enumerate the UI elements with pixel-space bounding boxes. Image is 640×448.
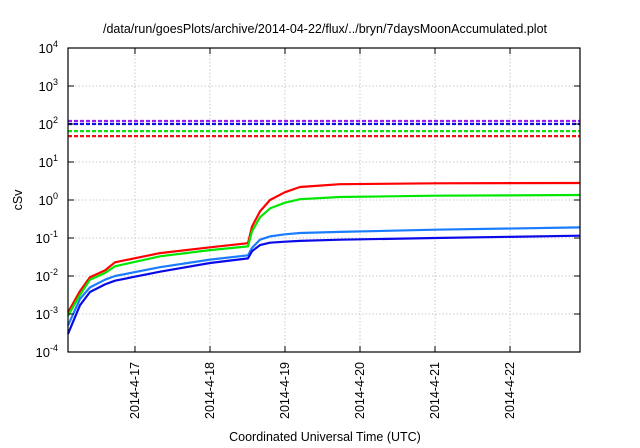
y-axis: 10-4 10-3 10-2 10-1 100 101 102 103 104: [36, 39, 580, 360]
series-line-red: [67, 181, 581, 313]
x-axis-label: Coordinated Universal Time (UTC): [229, 430, 421, 444]
y-tick-label: 104: [39, 39, 58, 56]
y-tick-label: 102: [39, 115, 58, 132]
x-tick-label: 2014-4-18: [203, 362, 217, 419]
y-tick-label: 101: [39, 153, 58, 170]
x-tick-label: 2014-4-20: [353, 362, 367, 419]
x-tick-label: 2014-4-17: [128, 362, 142, 419]
y-tick-label: 10-4: [36, 343, 58, 360]
y-tick-label: 10-1: [36, 229, 58, 246]
x-tick-label: 2014-4-19: [278, 362, 292, 419]
y-tick-label: 10-3: [36, 305, 58, 322]
chart-title: /data/run/goesPlots/archive/2014-04-22/f…: [103, 22, 548, 36]
y-tick-label: 100: [39, 191, 58, 208]
x-tick-label: 2014-4-21: [428, 362, 442, 419]
x-axis: 2014-4-17 2014-4-18 2014-4-19 2014-4-20 2014…: [128, 48, 517, 419]
y-tick-label: 10-2: [36, 267, 58, 284]
series-line-dark-blue: [66, 234, 581, 335]
x-tick-label: 2014-4-22: [503, 362, 517, 419]
series-line-light-blue: [66, 226, 581, 326]
threshold-lines: [68, 119, 580, 138]
series-lines: [66, 181, 581, 335]
grid: [68, 48, 580, 352]
series-line-green: [67, 193, 581, 317]
y-tick-label: 103: [39, 77, 58, 94]
y-axis-label: cSv: [11, 189, 25, 211]
